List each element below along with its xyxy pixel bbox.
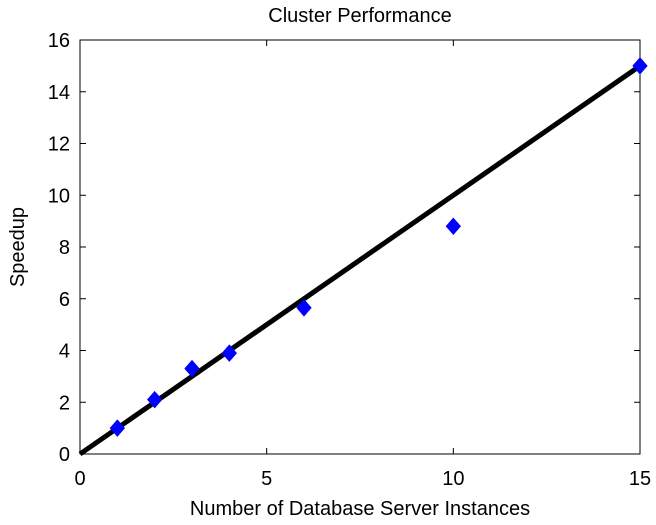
- scatter-point-diamond: [109, 419, 125, 437]
- y-tick-label: 4: [59, 341, 70, 363]
- x-tick-label: 10: [442, 468, 464, 490]
- y-axis-label: Speedup: [7, 207, 29, 287]
- x-tick-label: 5: [261, 468, 272, 490]
- x-axis-ticks: 0 5 10 15: [74, 40, 651, 490]
- scatter-point-diamond: [632, 57, 648, 75]
- scatter-point-diamond: [147, 390, 163, 409]
- y-tick-label: 16: [48, 30, 70, 52]
- scatter-point-diamond: [296, 299, 312, 317]
- y-tick-label: 10: [48, 185, 70, 207]
- x-tick-label: 15: [629, 468, 651, 490]
- plot-area-frame: [79, 39, 641, 455]
- scatter-point-diamond: [445, 217, 461, 236]
- y-tick-label: 6: [59, 289, 70, 311]
- y-axis-ticks: 0 2 4 6 8 10 12 14 16: [48, 30, 640, 466]
- scatter-point-diamond: [184, 359, 200, 378]
- y-tick-label: 2: [59, 392, 70, 414]
- scatter-series: [109, 57, 648, 437]
- x-axis-label: Number of Database Server Instances: [190, 498, 530, 520]
- series-line: [78, 63, 642, 457]
- reference-line-series: [78, 63, 642, 457]
- y-tick-label: 8: [59, 237, 70, 259]
- y-tick-label: 14: [48, 82, 70, 104]
- y-tick-label: 12: [48, 134, 70, 156]
- chart-title: Cluster Performance: [268, 5, 451, 27]
- x-tick-label: 0: [74, 468, 85, 490]
- y-tick-label: 0: [59, 444, 70, 466]
- scatter-point-diamond: [221, 344, 237, 362]
